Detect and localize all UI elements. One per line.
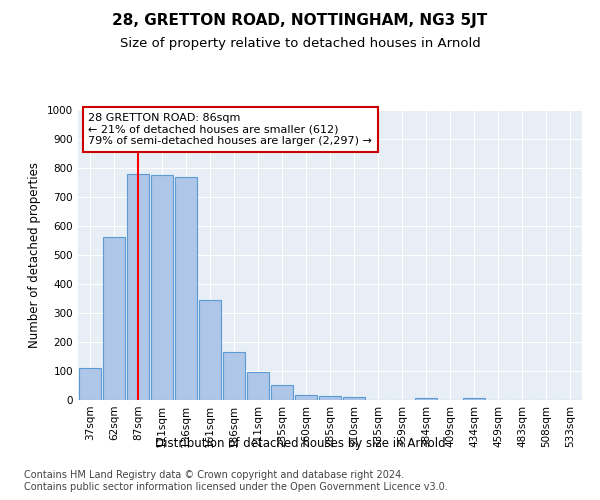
Bar (295, 395, 317, 400)
Text: Distribution of detached houses by size in Arnold: Distribution of detached houses by size … (155, 438, 445, 450)
Bar (79, 368, 101, 400)
Bar (415, 398, 437, 400)
Bar (247, 372, 269, 400)
Text: 28, GRETTON ROAD, NOTTINGHAM, NG3 5JT: 28, GRETTON ROAD, NOTTINGHAM, NG3 5JT (112, 12, 488, 28)
Bar (319, 396, 341, 400)
Bar (175, 176, 197, 400)
Bar (463, 398, 485, 400)
Bar (199, 300, 221, 400)
Y-axis label: Number of detached properties: Number of detached properties (28, 162, 41, 348)
Text: Size of property relative to detached houses in Arnold: Size of property relative to detached ho… (119, 38, 481, 51)
Bar (343, 396, 365, 400)
Bar (271, 385, 293, 400)
Bar (223, 352, 245, 400)
Bar (151, 176, 173, 400)
Text: 28 GRETTON ROAD: 86sqm
← 21% of detached houses are smaller (612)
79% of semi-de: 28 GRETTON ROAD: 86sqm ← 21% of detached… (88, 113, 372, 146)
Text: Contains public sector information licensed under the Open Government Licence v3: Contains public sector information licen… (24, 482, 448, 492)
Bar (127, 174, 149, 400)
Bar (103, 237, 125, 400)
Text: Contains HM Land Registry data © Crown copyright and database right 2024.: Contains HM Land Registry data © Crown c… (24, 470, 404, 480)
